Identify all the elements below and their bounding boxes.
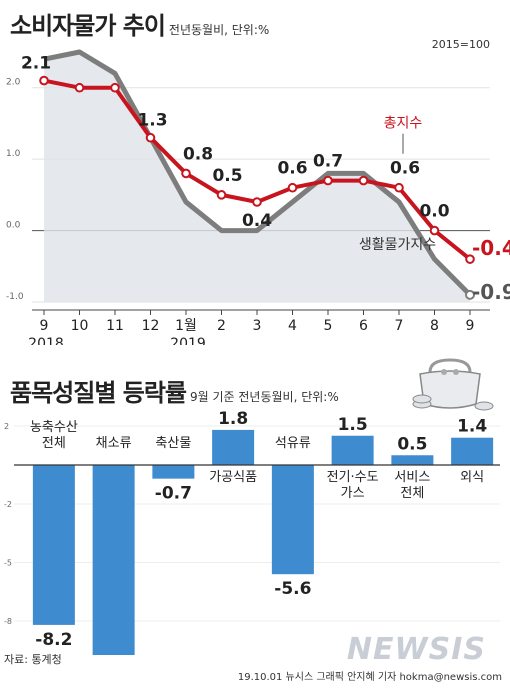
newsis-logo: NEWSIS bbox=[346, 632, 486, 667]
bar-chart-subtitle: 9월 기준 전년동월비, 단위:% bbox=[190, 390, 339, 404]
series-point-headline bbox=[429, 225, 440, 236]
bar-value-label: 0.5 bbox=[397, 434, 427, 454]
bar bbox=[391, 455, 434, 465]
series-point-living-index bbox=[465, 289, 475, 300]
data-label-headline: -0.4 bbox=[472, 236, 510, 260]
bar-category-label: 채소류 bbox=[96, 436, 132, 451]
series-point-headline bbox=[145, 132, 156, 143]
series-point-headline bbox=[181, 168, 191, 179]
bar-value-label: 1.8 bbox=[218, 409, 248, 429]
x-year-label: 2018 bbox=[28, 336, 64, 345]
data-label-headline: 1.3 bbox=[137, 111, 167, 131]
bar-category-label: 전기·수도 bbox=[327, 470, 379, 485]
credit-line: 19.10.01 뉴시스 그래픽 안지혜 기자 hokma@newsis.com bbox=[237, 672, 502, 683]
x-tick-label: 6 bbox=[359, 318, 368, 334]
bar-value-label: -8.2 bbox=[35, 630, 72, 650]
y-tick-label: 1.0 bbox=[6, 149, 21, 159]
bar-value-label: 1.4 bbox=[457, 417, 487, 437]
bar bbox=[331, 435, 374, 465]
bar-category-label: 서비스 bbox=[394, 470, 430, 485]
series-line-living-index bbox=[43, 49, 472, 297]
x-tick-label: 5 bbox=[324, 318, 333, 334]
data-label-headline: 0.7 bbox=[313, 152, 343, 172]
series-point-headline bbox=[39, 75, 49, 86]
y-tick-label: -1.0 bbox=[6, 292, 24, 302]
x-tick-label: 12 bbox=[142, 318, 160, 334]
x-tick-label: 11 bbox=[106, 318, 124, 334]
data-label-headline: 0.6 bbox=[277, 159, 307, 179]
bar-category-label: 가스 bbox=[341, 486, 365, 501]
data-label-headline: 0.0 bbox=[419, 202, 449, 222]
bar-chart: 2-2-5-8-8.2농축수산전체-21.3채소류-0.7축산물1.8가공식품-… bbox=[4, 409, 500, 655]
line-chart: 2.0 1.0 0.0 -1.0 9 10 11 12 1월 2 3 4 5 6 7 8 9 2018 2019 2.… bbox=[6, 49, 510, 345]
bar bbox=[152, 465, 195, 479]
x-tick-label: 7 bbox=[395, 318, 404, 334]
source-note: 자료: 통계청 bbox=[4, 653, 62, 666]
series-point-headline bbox=[358, 175, 369, 186]
bar-category-label: 외식 bbox=[460, 470, 484, 485]
series-point-headline bbox=[110, 82, 120, 93]
bar bbox=[271, 465, 314, 575]
x-tick-label: 9 bbox=[466, 318, 475, 334]
bar-value-label: -5.6 bbox=[274, 579, 311, 599]
bar-category-label: 전체 bbox=[400, 486, 424, 501]
series-point-headline bbox=[323, 175, 333, 186]
bar-category-label: 전체 bbox=[42, 436, 66, 451]
x-tick-label: 8 bbox=[430, 318, 439, 334]
x-tick-label: 10 bbox=[71, 318, 89, 334]
bar-category-label: 농축수산 bbox=[30, 420, 78, 435]
bar-category-label: 가공식품 bbox=[209, 470, 257, 485]
x-tick-label: 9 bbox=[40, 318, 49, 334]
bar bbox=[92, 465, 135, 655]
area-living-index bbox=[44, 52, 470, 302]
wallet-illustration bbox=[412, 358, 494, 411]
series-point-headline bbox=[252, 197, 262, 207]
bar-value-label: -0.7 bbox=[155, 484, 192, 504]
x-tick-label: 1월 bbox=[175, 318, 197, 334]
bar-category-label: 축산물 bbox=[155, 436, 191, 451]
y-tick-label: 2 bbox=[4, 422, 9, 431]
series-point-headline bbox=[287, 182, 298, 193]
x-tick-label: 4 bbox=[288, 318, 297, 334]
y-tick-label: -8 bbox=[4, 617, 12, 626]
x-year-label: 2019 bbox=[170, 336, 206, 345]
data-label-living-index: -0.9 bbox=[472, 280, 510, 304]
bar-value-label: 1.5 bbox=[338, 415, 368, 435]
data-label-headline: 0.6 bbox=[390, 159, 420, 179]
series-point-headline bbox=[74, 82, 85, 93]
data-label-headline: 0.5 bbox=[212, 166, 242, 186]
legend-label-living-index: 생활물가지수 bbox=[359, 237, 436, 253]
x-tick-label: 3 bbox=[253, 318, 262, 334]
line-chart-title: 소비자물가 추이 전년동월비, 단위:% bbox=[10, 6, 269, 41]
series-point-headline bbox=[216, 190, 227, 200]
y-tick-label: -2 bbox=[4, 500, 12, 509]
base-year-note: 2015=100 bbox=[431, 38, 490, 51]
line-chart-subtitle: 전년동월비, 단위:% bbox=[168, 23, 270, 37]
bar-chart-title: 품목성질별 등락률 9월 기준 전년동월비, 단위:% bbox=[10, 373, 339, 408]
legend-label-headline: 총지수 bbox=[384, 116, 423, 132]
bar bbox=[451, 437, 494, 465]
y-tick-label: 0.0 bbox=[6, 221, 21, 231]
bar bbox=[212, 429, 255, 465]
bar bbox=[32, 465, 75, 625]
x-tick-label: 2 bbox=[217, 318, 226, 334]
data-label-headline: 2.1 bbox=[21, 54, 51, 74]
bar-chart-title-text: 품목성질별 등락률 bbox=[10, 379, 187, 407]
y-tick-label: -5 bbox=[4, 559, 12, 568]
series-point-headline bbox=[394, 182, 404, 193]
data-label-headline: 0.8 bbox=[183, 144, 213, 164]
bar-category-label: 석유류 bbox=[275, 436, 311, 451]
data-label-headline: 0.4 bbox=[242, 211, 272, 231]
y-tick-label: 2.0 bbox=[6, 78, 21, 88]
line-chart-title-text: 소비자물가 추이 bbox=[10, 12, 166, 40]
series-point-headline bbox=[465, 254, 475, 264]
